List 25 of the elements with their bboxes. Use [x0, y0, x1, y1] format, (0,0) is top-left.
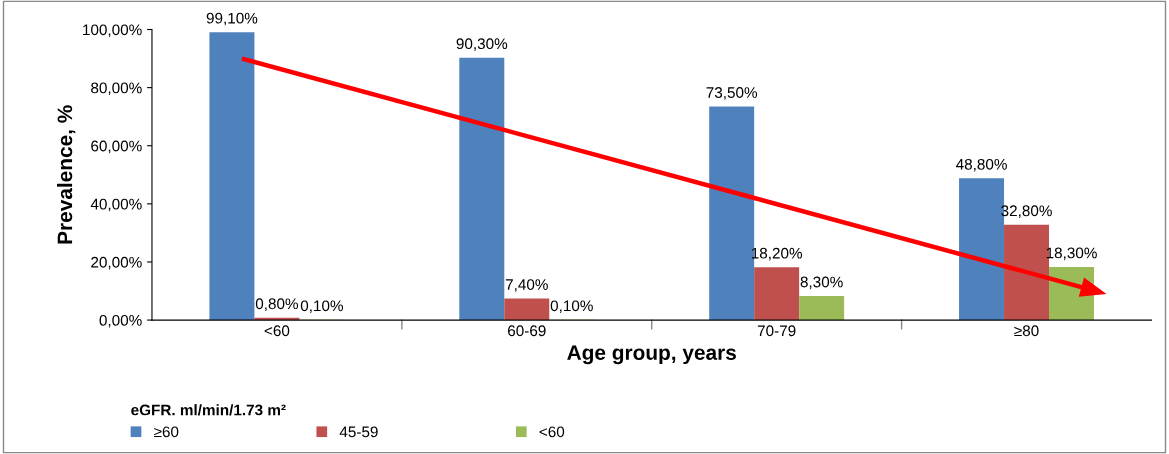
legend-label: 45-59: [339, 426, 378, 438]
data-label: 0,10%: [550, 300, 593, 314]
x-tick-label: 60-69: [508, 325, 546, 337]
data-label: 0,80%: [255, 298, 299, 311]
x-tick-label: 70-79: [757, 325, 796, 337]
y-tick-label: 80,00%: [91, 82, 142, 96]
y-tick-label: 100,00%: [83, 24, 142, 37]
y-tick-label: 0,00%: [99, 314, 142, 328]
data-label: 7,40%: [505, 279, 548, 292]
data-label: 73,50%: [706, 87, 758, 100]
data-label: 48,80%: [956, 158, 1007, 172]
legend-title: eGFR. ml/min/1.73 m²: [131, 404, 286, 416]
legend-label: ≥60: [154, 426, 179, 438]
y-tick-label: 20,00%: [91, 256, 142, 270]
x-tick-label: ≥80: [1014, 325, 1039, 337]
x-axis-title: Age group, years: [567, 345, 736, 365]
data-label: 0,10%: [300, 300, 343, 314]
data-label: 8,30%: [800, 276, 843, 290]
y-tick-label: 60,00%: [91, 140, 142, 154]
y-tick-label: 40,00%: [90, 198, 142, 212]
legend-label: <60: [539, 426, 565, 438]
y-axis-title: Prevalence, %: [56, 105, 76, 244]
data-label: 99,10%: [206, 12, 258, 26]
data-label: 90,30%: [456, 38, 508, 51]
x-tick-label: <60: [264, 325, 290, 337]
